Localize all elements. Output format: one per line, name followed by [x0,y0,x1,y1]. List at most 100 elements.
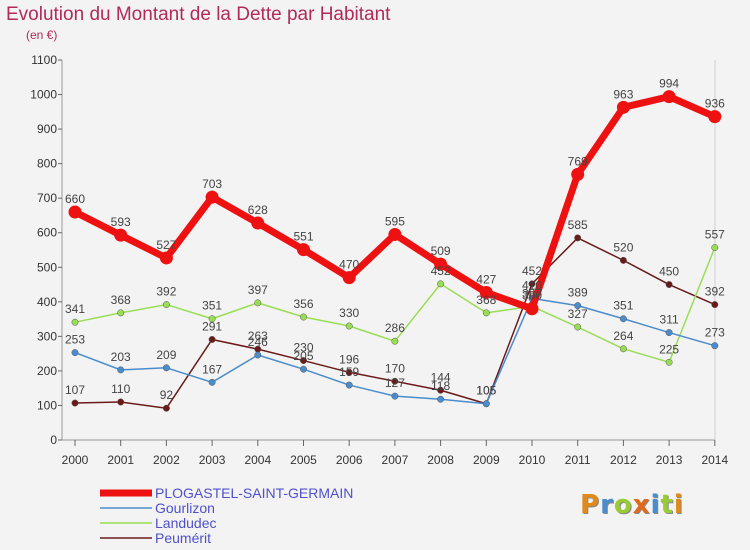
y-tick-label: 600 [37,226,57,240]
data-point [479,285,493,299]
data-point [391,337,399,345]
proxiti-logo: Proxiti [580,490,684,520]
data-point [665,358,673,366]
data-point [162,364,170,372]
data-point [297,243,310,257]
data-point [571,167,585,181]
data-point [482,400,490,408]
data-point [342,271,356,285]
data-label: 127 [385,376,405,390]
x-tick-label: 2003 [199,453,226,467]
data-label: 410 [522,278,542,292]
data-label: 246 [248,335,268,349]
data-point [388,227,402,241]
data-label: 520 [613,240,633,254]
data-label: 230 [293,341,313,355]
data-point [114,228,128,242]
x-tick-label: 2009 [473,453,500,467]
y-tick-label: 400 [37,295,57,309]
data-label: 392 [156,285,176,299]
data-point [711,244,719,252]
y-tick-label: 300 [37,329,57,343]
data-label: 264 [613,329,633,343]
data-point [117,309,125,317]
data-point [159,251,173,265]
data-label: 389 [568,286,588,300]
x-tick-label: 2011 [565,453,591,467]
legend-label: PLOGASTEL-SAINT-GERMAIN [155,485,353,501]
data-label: 118 [431,379,450,393]
data-label: 527 [156,238,176,252]
data-label: 585 [568,218,588,232]
data-point [616,100,630,114]
data-label: 253 [65,333,85,347]
x-tick-label: 2007 [382,453,409,467]
data-label: 628 [248,203,268,217]
data-label: 660 [65,192,85,206]
data-label: 509 [431,244,451,258]
data-point [162,301,170,309]
y-tick-label: 800 [37,157,57,171]
x-tick-label: 2002 [153,453,180,467]
data-label: 144 [431,370,451,384]
data-label: 769 [568,154,588,168]
data-label: 450 [659,265,679,279]
data-label: 427 [476,272,496,286]
y-tick-label: 100 [37,398,57,412]
data-point [205,190,219,204]
y-tick-label: 1100 [31,53,57,67]
x-tick-label: 2006 [336,453,363,467]
data-point [208,315,216,323]
data-label: 273 [705,326,725,340]
data-point [254,351,262,359]
x-tick-label: 2005 [290,453,317,467]
data-label: 196 [339,352,359,366]
data-point [117,398,125,406]
x-tick-label: 2004 [244,453,271,467]
data-label: 263 [248,329,268,343]
series-line-0 [73,93,717,313]
x-tick-label: 2010 [519,453,546,467]
data-label: 397 [248,283,268,297]
chart-subtitle: (en €) [26,28,58,42]
data-point [300,357,307,364]
data-point [345,322,353,330]
x-tick-label: 2013 [656,453,683,467]
data-point [711,301,719,309]
data-point [665,329,673,337]
data-point [619,345,627,353]
data-point [574,302,582,310]
data-label: 703 [202,177,222,191]
x-tick-label: 2000 [62,453,89,467]
data-label: 351 [613,299,633,313]
data-point [482,309,490,317]
data-label: 595 [385,214,405,228]
data-point [437,280,445,288]
data-label: 159 [339,365,359,379]
data-point [208,336,216,343]
data-point [251,216,265,230]
data-point [345,368,353,376]
data-label: 452 [431,264,451,278]
data-label: 351 [202,299,222,313]
data-point [162,404,170,412]
data-label: 452 [522,264,542,278]
data-point [208,378,216,386]
data-label: 380 [522,289,542,303]
data-label: 225 [659,342,679,356]
data-label: 557 [705,228,725,242]
data-label: 311 [660,313,679,327]
data-label: 107 [65,383,85,397]
data-point [300,365,307,373]
data-label: 110 [111,382,130,396]
data-point [68,205,82,219]
data-label: 551 [293,230,313,244]
data-point [437,386,445,394]
data-point [391,377,399,385]
data-point [437,395,445,403]
data-label: 470 [339,258,359,272]
data-point [665,281,673,288]
data-point [574,323,582,331]
data-label: 368 [111,293,131,307]
